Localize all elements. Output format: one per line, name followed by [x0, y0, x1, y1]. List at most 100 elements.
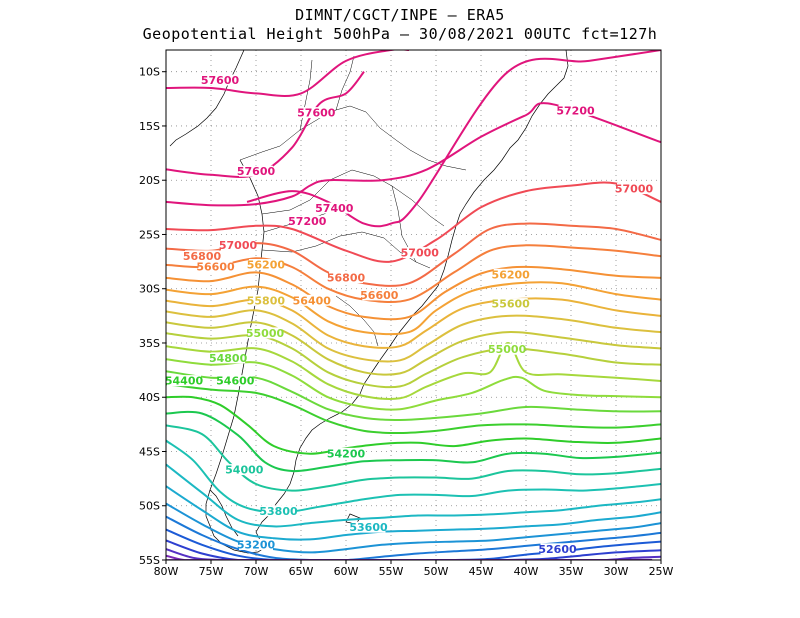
contour-label-bg: [211, 352, 246, 364]
contour-label: 56400: [293, 294, 332, 307]
lat-tick-label: 15S: [139, 120, 160, 133]
contour-label: 53200: [237, 538, 276, 551]
lon-tick-label: 70W: [244, 565, 269, 578]
contour-label: 55000: [488, 343, 527, 356]
contour-label: 57600: [201, 74, 240, 87]
height-contours: [166, 50, 661, 560]
contour-label-bg: [402, 247, 437, 259]
axis-ticks: 80W 75W 70W 65W 60W 55W 50W 45W 40W 35W 30W 25W 10S 1…: [139, 66, 674, 578]
contour-line-54800: [166, 370, 661, 421]
contour-label-bg: [558, 104, 593, 116]
contour-label: 56200: [492, 268, 531, 281]
lat-tick-label: 35S: [139, 337, 160, 350]
lon-tick-label: 35W: [559, 565, 584, 578]
contour-label: 54000: [225, 464, 264, 477]
lon-tick-label: 40W: [514, 565, 539, 578]
contour-label-bg: [198, 261, 233, 273]
contour-label: 54600: [216, 375, 255, 388]
lon-tick-label: 50W: [424, 565, 449, 578]
contour-label: 57400: [315, 202, 354, 215]
contour-label: 57000: [615, 183, 654, 196]
contour-line-55000: [166, 358, 661, 411]
lat-tick-label: 10S: [139, 66, 160, 79]
contour-label-bg: [239, 538, 273, 550]
contour-label: 54400: [165, 375, 204, 388]
contour-label: 53800: [259, 505, 298, 518]
contour-label-bg: [290, 215, 325, 227]
contour-label: 57600: [297, 107, 336, 120]
contour-line-56200: [166, 281, 661, 336]
contour-label-bg: [351, 521, 386, 533]
contour-label: 56800: [327, 272, 366, 285]
contour-label-bg: [493, 298, 528, 310]
contour-line-55800: [166, 309, 661, 363]
lat-tick-label: 40S: [139, 391, 160, 404]
lon-tick-label: 65W: [289, 565, 314, 578]
contour-label-bg: [239, 165, 273, 177]
contour-label-bg: [218, 375, 253, 387]
contour-label-bg: [227, 464, 262, 476]
contour-label-bg: [185, 250, 219, 262]
contour-label: 56600: [196, 261, 235, 274]
contour-line-57600: [166, 71, 365, 179]
contour-label: 57200: [556, 104, 595, 117]
contour-label-bg: [540, 543, 575, 555]
contour-label-bg: [248, 327, 282, 339]
contour-label-bg: [490, 343, 525, 355]
contour-label: 56800: [183, 250, 222, 263]
contour-label: 54200: [327, 447, 366, 460]
contour-label: 52600: [538, 543, 577, 556]
contour-line-55200: [166, 342, 661, 400]
contour-label-bg: [617, 183, 651, 195]
contour-line-56800: [166, 222, 661, 287]
contour-label-bg: [493, 268, 528, 280]
contour-line-55600: [166, 321, 661, 376]
contour-label-bg: [203, 74, 237, 86]
contour-line-53000: [166, 515, 661, 560]
lat-tick-label: 30S: [139, 283, 160, 296]
chart-title-line-1: DIMNT/CGCT/INPE — ERA5: [295, 6, 505, 24]
contour-line-56600: [166, 244, 661, 304]
lat-tick-label: 45S: [139, 445, 160, 458]
contour-line-57400: [246, 50, 661, 228]
lat-tick-label: 50S: [139, 500, 160, 513]
contour-line-54600: [166, 383, 661, 434]
lat-tick-label: 20S: [139, 174, 160, 187]
lon-tick-label: 75W: [199, 565, 224, 578]
contour-line-57200: [166, 102, 661, 207]
lat-lon-grid: [165, 50, 662, 561]
contour-label: 57000: [401, 247, 440, 260]
contour-label: 54800: [209, 352, 248, 365]
contour-label: 56600: [360, 289, 399, 302]
contour-label-bg: [317, 202, 352, 214]
contour-line-54400: [166, 395, 661, 455]
contour-label-bg: [248, 294, 283, 306]
chart-title-line-2: Geopotential Height 500hPa — 30/08/2021 …: [142, 25, 658, 43]
contour-line-53600: [166, 463, 661, 528]
contour-label: 57200: [288, 215, 327, 228]
lon-tick-label: 60W: [334, 565, 359, 578]
contour-line-52800: [166, 528, 661, 560]
contour-line-53400: [166, 485, 661, 541]
lon-tick-label: 55W: [379, 565, 404, 578]
contour-label-bg: [362, 289, 397, 301]
contour-line-56400: [166, 265, 661, 321]
contour-label: 55800: [247, 294, 286, 307]
contour-label: 53600: [349, 521, 388, 534]
lon-tick-label: 80W: [154, 565, 179, 578]
contour-line-57600: [166, 50, 409, 98]
contour-label-bg: [294, 294, 329, 306]
contour-label-bg: [221, 239, 255, 251]
lon-tick-label: 25W: [649, 565, 674, 578]
contour-line-54200: [166, 410, 661, 473]
contour-label: 57000: [219, 239, 258, 252]
contour-line-53800: [166, 439, 661, 514]
contour-labels: 5760057600576005720057400572005700057000…: [165, 74, 654, 556]
contour-label-bg: [261, 505, 296, 517]
contour-label-bg: [329, 447, 363, 459]
contour-label-bg: [167, 375, 201, 387]
lat-tick-label: 55S: [139, 554, 160, 567]
plot-frame: [165, 49, 662, 561]
lat-tick-label: 25S: [139, 228, 160, 241]
